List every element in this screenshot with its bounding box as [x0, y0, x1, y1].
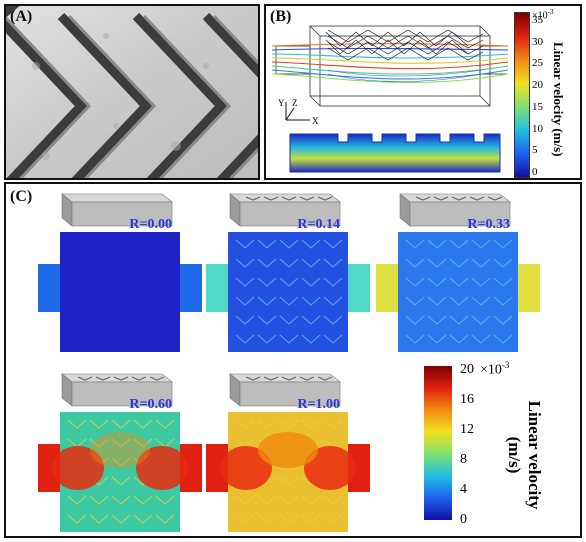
colorbar-b-tick: 30: [532, 35, 543, 48]
colorbar-c-tick: 4: [460, 482, 467, 497]
velocity-map-4: R=1.00: [206, 373, 370, 532]
colorbar-b-tick: 35: [532, 14, 543, 26]
colorbar-c-tick: 20: [460, 362, 474, 377]
colorbar-b: [514, 12, 530, 178]
channel-thumbnail: [61, 193, 173, 227]
channel-thumbnail: [229, 193, 341, 227]
colorbar-c-title: Linear velocity (m/s): [504, 380, 544, 530]
velocity-field: [38, 412, 202, 532]
colorbar-c-tick: 12: [460, 422, 474, 437]
panel-c: (C) R=0.00 R=0.14 R=0.33 R=0.60 R=1.00 ×10-3…: [4, 182, 582, 538]
velocity-map-3: R=0.60: [38, 373, 202, 532]
colorbar-b-title: Linear velocity (m/s): [551, 42, 566, 157]
axis-z-label: Z: [292, 98, 298, 108]
r-label: R=1.00: [297, 397, 340, 412]
velocity-field: [38, 232, 202, 352]
panel-b: (B): [264, 4, 582, 180]
r-label: R=0.60: [129, 397, 172, 412]
velocity-field: [206, 412, 370, 532]
velocity-map-0: R=0.00: [38, 193, 202, 352]
panel-a: (A): [4, 4, 260, 180]
colorbar-c-title-line1: Linear velocity: [525, 400, 544, 510]
colorbar-b-tick: 15: [532, 100, 543, 113]
colorbar-c-tick: 8: [460, 452, 467, 467]
colorbar-b-exponent: ×10-3: [532, 8, 554, 22]
colorbar-c: [424, 366, 452, 520]
colorbar-c-tick: 0: [460, 512, 467, 527]
colorbar-b-tick: 25: [532, 57, 543, 70]
micrograph-image: [6, 6, 258, 178]
channel-thumbnail: [229, 373, 341, 407]
velocity-field: [206, 232, 370, 352]
channel-thumbnail: [61, 373, 173, 407]
velocity-map-1: R=0.14: [206, 193, 370, 352]
r-label: R=0.33: [467, 217, 510, 232]
axis-y-label: Y: [278, 98, 285, 108]
axis-x-label: X: [312, 116, 319, 126]
r-label: R=0.14: [297, 217, 340, 232]
colorbar-b-tick: 20: [532, 79, 543, 92]
panel-a-label: (A): [10, 8, 33, 25]
streamline-diagram: Y Z X: [271, 25, 508, 173]
colorbar-c-tick: 16: [460, 392, 474, 407]
channel-thumbnail: [399, 193, 511, 227]
colorbar-b-tick: 0: [532, 166, 538, 178]
colorbar-c-exponent: ×10-3: [480, 360, 510, 378]
colorbar-c-title-line2: (m/s): [505, 436, 524, 474]
colorbar-b-tick: 10: [532, 122, 543, 135]
velocity-map-2: R=0.33: [376, 193, 540, 352]
panel-c-label: (C): [10, 188, 33, 205]
r-label: R=0.00: [129, 217, 172, 232]
colorbar-b-tick: 5: [532, 144, 538, 157]
panel-b-label: (B): [270, 8, 292, 25]
velocity-field: [376, 232, 540, 352]
